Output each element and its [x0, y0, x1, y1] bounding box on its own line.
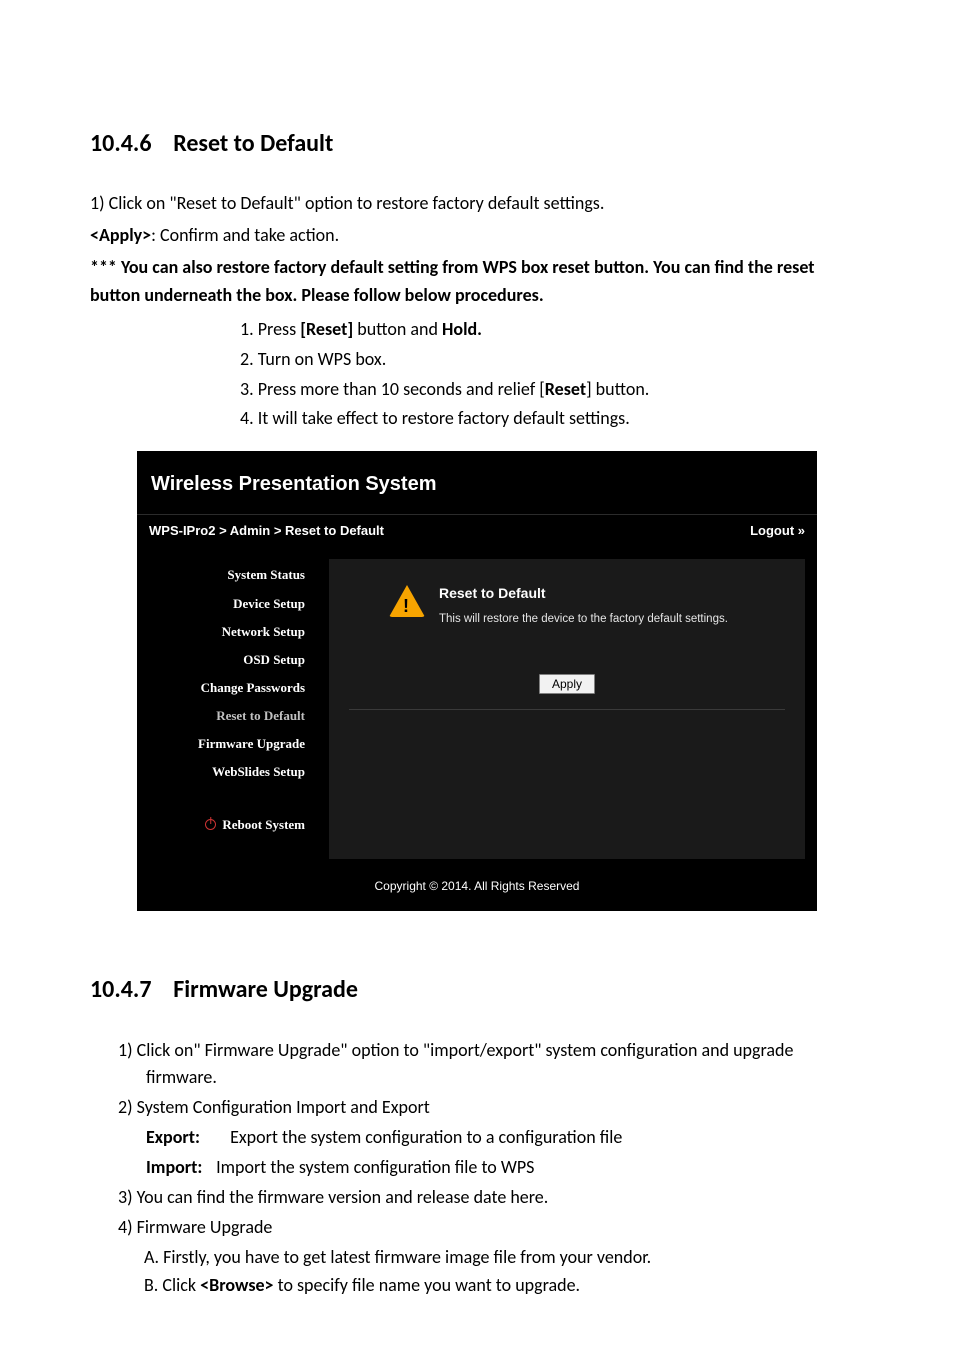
- logout-link[interactable]: Logout »: [750, 521, 805, 541]
- sidebar-item-change-passwords[interactable]: Change Passwords: [137, 674, 315, 702]
- heading-text: Reset to Default: [173, 129, 333, 158]
- note-text: *** You can also restore factory default…: [90, 256, 815, 306]
- warning-icon: !: [389, 585, 425, 617]
- export-line: Export: Export the system configuration …: [118, 1124, 864, 1152]
- power-icon: [205, 819, 216, 830]
- text: 1. Press: [240, 318, 300, 340]
- sidebar-item-system-status[interactable]: System Status: [137, 561, 315, 589]
- list-item: 3. Press more than 10 seconds and relief…: [240, 376, 864, 404]
- procedure-list: 1. Press [Reset] button and Hold. 2. Tur…: [240, 316, 864, 434]
- browse-label: <Browse>: [200, 1274, 273, 1296]
- list-item: 3) You can find the firmware version and…: [118, 1184, 864, 1212]
- heading-text: Firmware Upgrade: [173, 975, 358, 1004]
- reset-title: Reset to Default: [439, 583, 728, 605]
- text: 3. Press more than 10 seconds and relief…: [240, 378, 545, 400]
- section-heading-1: 10.4.6 Reset to Default: [90, 125, 864, 162]
- sidebar-item-network-setup[interactable]: Network Setup: [137, 618, 315, 646]
- heading-number: 10.4.7: [90, 975, 151, 1004]
- reset-label: Reset: [545, 378, 586, 400]
- reset-description: This will restore the device to the fact…: [439, 611, 728, 629]
- breadcrumb: WPS-IPro2 > Admin > Reset to Default: [149, 521, 384, 541]
- apply-label: <Apply>: [90, 224, 151, 246]
- panel-title: Wireless Presentation System: [137, 451, 817, 514]
- list-item: 4. It will take effect to restore factor…: [240, 405, 864, 433]
- sidebar-menu: System Status Device Setup Network Setup…: [137, 547, 329, 858]
- export-label: Export:: [146, 1124, 226, 1152]
- list-item: B. Click <Browse> to specify file name y…: [144, 1272, 864, 1300]
- paragraph: 1) Click on "Reset to Default" option to…: [90, 190, 864, 218]
- copyright-footer: Copyright © 2014. All Rights Reserved: [137, 859, 817, 912]
- admin-panel-screenshot: Wireless Presentation System WPS-IPro2 >…: [137, 451, 817, 911]
- list-item: A. Firstly, you have to get latest firmw…: [144, 1244, 864, 1272]
- paragraph: <Apply>: Confirm and take action.: [90, 222, 864, 250]
- import-text: Import the system configuration file to …: [216, 1156, 534, 1178]
- sidebar-item-firmware-upgrade[interactable]: Firmware Upgrade: [137, 730, 315, 758]
- list-item: 2) System Configuration Import and Expor…: [118, 1094, 864, 1122]
- export-text: Export the system configuration to a con…: [230, 1126, 622, 1148]
- section-heading-2: 10.4.7 Firmware Upgrade: [90, 971, 864, 1008]
- heading-number: 10.4.6: [90, 129, 151, 158]
- breadcrumb-bar: WPS-IPro2 > Admin > Reset to Default Log…: [137, 514, 817, 547]
- apply-desc: : Confirm and take action.: [151, 224, 339, 246]
- hold-label: Hold.: [442, 318, 482, 340]
- reset-label: [Reset]: [300, 318, 353, 340]
- apply-button[interactable]: Apply: [539, 674, 595, 694]
- list-item: 1. Press [Reset] button and Hold.: [240, 316, 864, 344]
- import-label: Import:: [146, 1154, 212, 1182]
- sidebar-item-webslides-setup[interactable]: WebSlides Setup: [137, 758, 315, 786]
- text: B. Click: [144, 1274, 200, 1296]
- sidebar-item-device-setup[interactable]: Device Setup: [137, 590, 315, 618]
- sidebar-item-reset-to-default[interactable]: Reset to Default: [137, 702, 315, 730]
- import-line: Import: Import the system configuration …: [118, 1154, 864, 1182]
- text: ] button.: [586, 378, 649, 400]
- list-item: 2. Turn on WPS box.: [240, 346, 864, 374]
- main-content: ! Reset to Default This will restore the…: [329, 559, 805, 858]
- list-item: 4) Firmware Upgrade: [118, 1214, 864, 1242]
- reboot-label: Reboot System: [222, 815, 305, 835]
- sidebar-item-osd-setup[interactable]: OSD Setup: [137, 646, 315, 674]
- list-item: 1) Click on" Firmware Upgrade" option to…: [118, 1037, 864, 1093]
- text: button and: [353, 318, 442, 340]
- text: to specify file name you want to upgrade…: [274, 1274, 581, 1296]
- sidebar-item-reboot-system[interactable]: Reboot System: [137, 811, 315, 839]
- paragraph: *** You can also restore factory default…: [90, 254, 864, 310]
